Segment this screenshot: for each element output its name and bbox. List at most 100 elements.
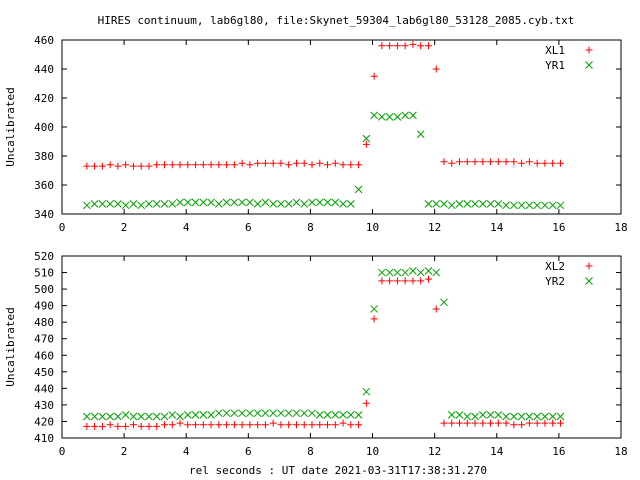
data-point-yr1: [424, 199, 433, 208]
data-point-yr1: [82, 201, 91, 210]
y-axis-label: Uncalibrated: [4, 307, 17, 386]
data-point-yr2: [129, 412, 138, 421]
data-point-yr2: [207, 410, 215, 419]
data-point-xl1: [518, 159, 526, 167]
data-point-yr1: [315, 198, 324, 207]
data-point-xl2: [324, 421, 332, 429]
data-point-xl1: [129, 162, 137, 170]
legend-label-xl1: XL1: [545, 44, 565, 57]
data-point-xl2: [261, 421, 269, 429]
top-panel: 0 2 4 6 8 10 12 14 16 18 340 360 380 400 420 440 460 Unca…: [4, 34, 628, 234]
data-point-yr1: [416, 130, 425, 139]
y-tick-label: 470: [34, 333, 54, 346]
data-point-xl1: [308, 161, 316, 169]
data-point-xl2: [479, 419, 487, 427]
data-point-yr2: [199, 410, 208, 419]
data-point-yr2: [533, 412, 542, 421]
data-point-xl1: [432, 65, 440, 73]
data-point-xl2: [510, 421, 518, 429]
data-point-xl1: [238, 159, 246, 167]
data-point-yr1: [378, 112, 386, 121]
data-point-xl1: [246, 161, 254, 169]
data-point-xl2: [494, 419, 502, 427]
data-point-xl2: [300, 421, 308, 429]
data-point-xl1: [456, 158, 464, 166]
data-point-xl1: [223, 161, 231, 169]
data-point-xl2: [137, 422, 145, 430]
y-tick-label: 460: [34, 34, 54, 47]
data-point-xl1: [261, 159, 269, 167]
data-point-xl2: [98, 422, 106, 430]
y-tick-label: 520: [34, 250, 54, 263]
data-point-xl1: [168, 161, 176, 169]
plot-frame: [61, 255, 622, 439]
data-point-xl1: [300, 159, 308, 167]
x-tick-label: 16: [552, 445, 565, 458]
data-point-xl2: [541, 419, 549, 427]
x-tick-label: 18: [614, 221, 627, 234]
x-tick-label: 16: [552, 221, 565, 234]
y-tick-label: 440: [34, 63, 54, 76]
data-point-yr2: [432, 268, 441, 277]
data-point-yr2: [137, 412, 146, 421]
data-point-yr1: [440, 199, 448, 208]
data-point-xl2: [370, 315, 378, 323]
data-point-xl2: [549, 419, 557, 427]
data-point-yr2: [308, 409, 316, 418]
data-point-yr2: [315, 410, 324, 419]
data-point-yr2: [424, 267, 433, 275]
data-point-yr2: [331, 410, 340, 419]
data-point-xl2: [269, 419, 277, 427]
data-point-yr1: [346, 199, 355, 208]
data-point-xl1: [331, 159, 339, 167]
x-axis-label: rel seconds : UT date 2021-03-31T17:38:3…: [189, 464, 487, 477]
data-point-yr2: [292, 409, 301, 418]
data-point-xl1: [324, 161, 332, 169]
data-point-yr1: [121, 201, 130, 210]
data-point-yr2: [339, 410, 347, 419]
data-point-xl2: [238, 421, 246, 429]
data-point-xl1: [494, 158, 502, 166]
data-point-xl2: [106, 421, 114, 429]
data-point-xl1: [378, 42, 386, 50]
data-point-yr1: [517, 201, 526, 210]
data-point-yr1: [300, 199, 309, 208]
x-tick-label: 4: [183, 445, 190, 458]
x-tick-label: 12: [428, 221, 441, 234]
data-point-xl1: [533, 159, 541, 167]
data-point-yr1: [191, 198, 200, 207]
y-tick-label: 510: [34, 267, 54, 280]
data-point-xl2: [518, 421, 526, 429]
data-point-yr2: [191, 410, 200, 419]
data-point-yr1: [246, 198, 254, 207]
data-point-yr2: [455, 410, 464, 419]
data-point-yr2: [378, 268, 386, 277]
data-point-yr1: [284, 199, 293, 208]
y-tick-label: 430: [34, 399, 54, 412]
data-point-yr1: [455, 199, 464, 208]
data-point-xl1: [207, 161, 215, 169]
data-point-yr1: [253, 199, 262, 208]
data-point-xl2: [230, 421, 238, 429]
data-point-xl2: [254, 421, 262, 429]
x-tick-label: 2: [121, 445, 128, 458]
data-point-yr2: [486, 410, 495, 419]
data-point-xl2: [393, 277, 401, 285]
data-point-yr1: [494, 199, 503, 208]
data-point-xl2: [153, 422, 161, 430]
data-point-xl2: [223, 421, 231, 429]
data-point-yr1: [556, 201, 565, 210]
data-point-yr1: [145, 199, 153, 208]
data-point-yr1: [137, 201, 146, 210]
data-point-yr1: [152, 199, 161, 208]
x-tick-label: 2: [121, 221, 128, 234]
y-tick-label: 450: [34, 366, 54, 379]
data-point-yr2: [214, 409, 223, 418]
data-point-yr1: [370, 111, 378, 120]
data-point-xl2: [440, 419, 448, 427]
data-point-yr2: [354, 410, 363, 419]
y-tick-label: 440: [34, 382, 54, 395]
y-tick-label: 460: [34, 349, 54, 362]
data-point-xl2: [184, 421, 192, 429]
